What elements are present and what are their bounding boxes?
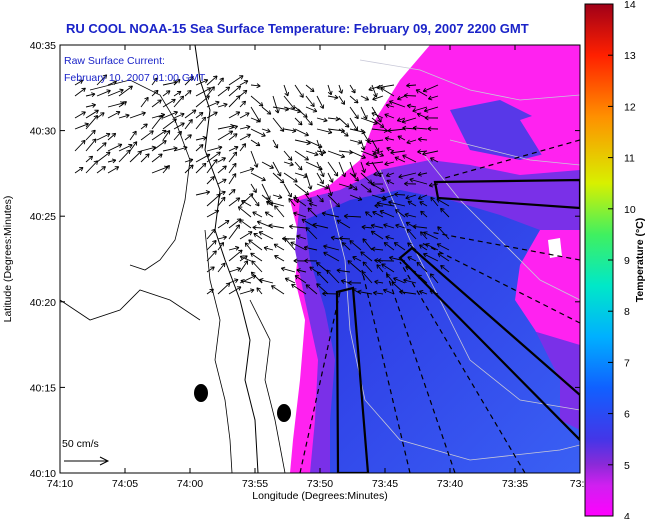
colorbar-tick-label: 12 [624, 101, 636, 113]
x-tick-label: 73:50 [307, 478, 333, 490]
x-tick-label: 73:35 [502, 478, 528, 490]
x-tick-label: 73:55 [242, 478, 268, 490]
colorbar-label: Temperature (°C) [634, 218, 646, 303]
colorbar-tick-label: 14 [624, 0, 636, 11]
colorbar-tick-label: 4 [624, 511, 630, 519]
colorbar-tick-label: 9 [624, 255, 630, 267]
y-tick-label: 40:25 [30, 211, 56, 223]
y-tick-label: 40:15 [30, 382, 56, 394]
x-tick-label: 74:05 [112, 478, 138, 490]
current-note-line2: February 10, 2007 01:00 GMT [64, 72, 206, 84]
colorbar-tick-label: 8 [624, 306, 630, 318]
colorbar-tick-label: 10 [624, 204, 636, 216]
colorbar-tick-label: 11 [624, 153, 635, 165]
x-tick-label: 74:00 [177, 478, 203, 490]
y-axis-label: Latitude (Degrees:Minutes) [2, 196, 14, 323]
station-marker-2 [277, 404, 291, 422]
y-tick-label: 40:20 [30, 297, 56, 309]
x-axis-label: Longitude (Degrees:Minutes) [252, 490, 387, 502]
y-tick-label: 40:35 [30, 40, 56, 52]
y-tick-label: 40:10 [30, 468, 56, 480]
colorbar-tick-label: 6 [624, 409, 630, 421]
map-title: RU COOL NOAA-15 Sea Surface Temperature:… [66, 21, 529, 36]
scale-label: 50 cm/s [62, 438, 99, 450]
x-tick-label: 73:45 [372, 478, 398, 490]
y-tick-label: 40:30 [30, 126, 56, 138]
colorbar-tick-label: 5 [624, 460, 630, 472]
x-tick-label: 73:40 [437, 478, 463, 490]
colorbar-tick-label: 7 [624, 357, 630, 369]
colorbar-tick-label: 13 [624, 50, 636, 62]
station-marker-1 [194, 384, 208, 402]
current-note-line1: Raw Surface Current: [64, 55, 165, 67]
plot-area: Raw Surface Current: February 10, 2007 0… [60, 45, 580, 473]
